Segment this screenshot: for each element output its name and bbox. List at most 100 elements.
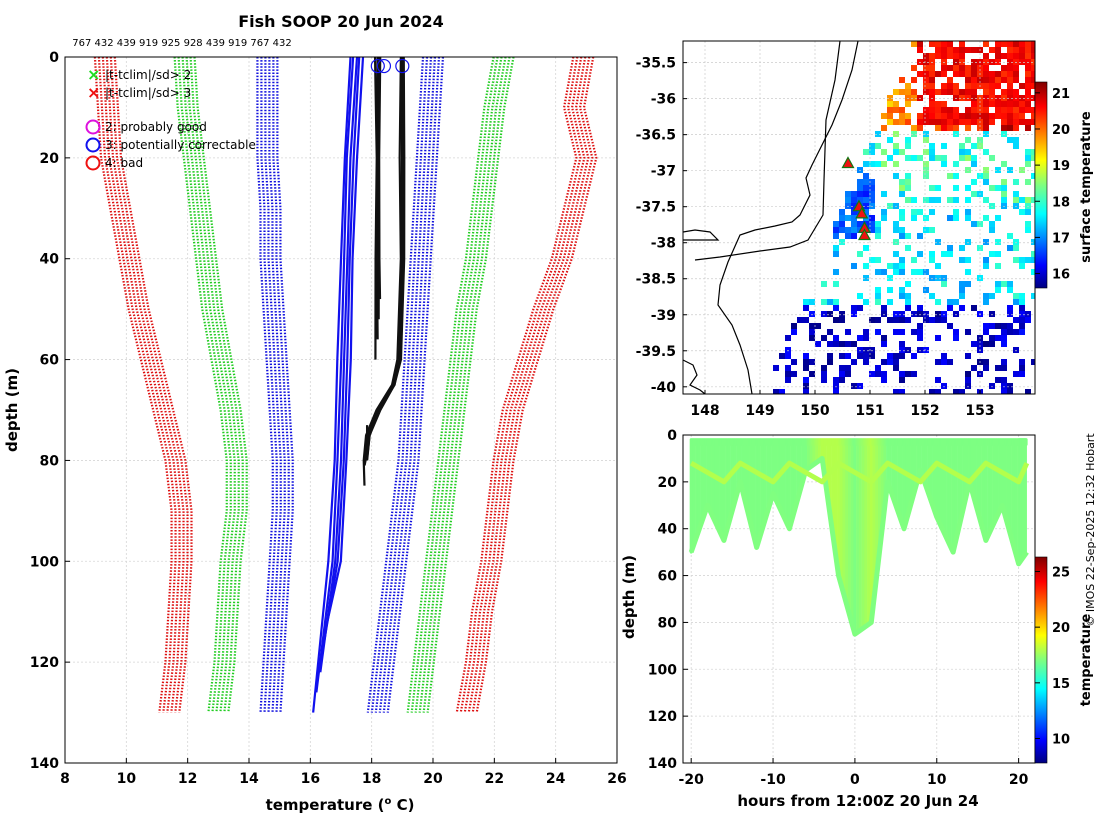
sst-cell: [995, 365, 1001, 371]
sst-cell: [947, 359, 953, 365]
sst-cell: [899, 317, 905, 323]
sst-cell: [1001, 323, 1007, 329]
sst-cell: [953, 311, 959, 317]
sst-cell: [977, 245, 983, 251]
time-depth-xtick-label: 10: [927, 772, 947, 788]
sst-cell: [839, 221, 845, 227]
map-xtick-label: 151: [855, 403, 884, 419]
sst-cell: [1001, 71, 1007, 77]
sst-cell: [893, 131, 899, 137]
sst-cell: [995, 377, 1001, 383]
sst-cell: [887, 101, 893, 107]
sst-cell: [887, 317, 893, 323]
sst-cell: [1019, 41, 1025, 47]
sst-cell: [923, 149, 929, 155]
profile-ytick-label: 100: [30, 554, 59, 570]
sst-cell: [893, 107, 899, 113]
sst-cell: [857, 179, 863, 185]
profile-ylabel: depth (m): [3, 368, 21, 452]
sst-cell: [971, 77, 977, 83]
profile-series-line: [455, 57, 578, 713]
sst-cell: [953, 59, 959, 65]
time-depth-panel: -20 -10 0 10 20 0 20 40 60 80 100 120 140 hours from…: [620, 428, 1094, 810]
sst-cell: [905, 281, 911, 287]
sst-cell: [905, 371, 911, 377]
sst-cell: [893, 317, 899, 323]
sst-cell: [821, 371, 827, 377]
sst-cell: [935, 41, 941, 47]
sst-cell: [971, 191, 977, 197]
sst-cell: [1007, 137, 1013, 143]
sst-cell: [899, 377, 905, 383]
profile-series-line: [260, 57, 278, 713]
map-ytick-label: -35.5: [636, 56, 676, 72]
sst-cell: [971, 161, 977, 167]
sst-cell: [803, 389, 809, 394]
sst-cell: [881, 113, 887, 119]
sst-cell: [965, 137, 971, 143]
sst-cell: [959, 59, 965, 65]
sst-cell: [923, 173, 929, 179]
profile-series-line: [177, 57, 232, 713]
profile-series-line: [189, 57, 244, 713]
sst-cell: [911, 209, 917, 215]
sst-cell: [857, 191, 863, 197]
sst-cell: [983, 197, 989, 203]
profile-series-line: [414, 57, 503, 713]
sst-cell: [833, 281, 839, 287]
sst-cell: [965, 65, 971, 71]
sst-cell: [947, 113, 953, 119]
sst-cell: [1025, 53, 1031, 59]
profile-xtick-label: 14: [239, 771, 259, 787]
sst-cell: [899, 233, 905, 239]
sst-cell: [1031, 239, 1035, 245]
sst-cell: [983, 71, 989, 77]
sst-cell: [1031, 59, 1035, 65]
sst-cell: [1019, 263, 1025, 269]
sst-cell: [941, 251, 947, 257]
sst-cell: [869, 197, 875, 203]
sst-cell: [827, 341, 833, 347]
sst-cell: [1019, 119, 1025, 125]
sst-cell: [881, 335, 887, 341]
sst-cell: [917, 233, 923, 239]
sst-cell: [863, 203, 869, 209]
sst-cell: [905, 173, 911, 179]
sst-cell: [1001, 389, 1007, 394]
sst-cell: [1013, 71, 1019, 77]
sst-cell: [845, 341, 851, 347]
profile-series-line: [386, 57, 445, 713]
sst-cell: [839, 377, 845, 383]
sst-cell: [935, 47, 941, 53]
sst-cell: [1019, 101, 1025, 107]
time-depth-track: [688, 438, 1030, 637]
sst-cell: [983, 41, 989, 47]
sst-cell: [953, 83, 959, 89]
sst-cell: [917, 335, 923, 341]
sst-cell: [971, 365, 977, 371]
coastline-west: [683, 229, 720, 241]
profile-series-line: [264, 57, 282, 713]
sst-cell: [887, 155, 893, 161]
sst-cell: [1007, 95, 1013, 101]
sst-cell: [857, 197, 863, 203]
sst-cell: [935, 311, 941, 317]
profile-series-line: [276, 57, 294, 713]
sst-cell: [821, 299, 827, 305]
qc-flag-circle: [395, 58, 410, 74]
sst-cell: [911, 65, 917, 71]
sst-cell: [905, 155, 911, 161]
sst-cell: [929, 197, 935, 203]
sst-cell: [899, 107, 905, 113]
sst-cell: [893, 311, 899, 317]
sst-cbar-tick-label: 16: [1052, 268, 1070, 283]
sst-cell: [953, 65, 959, 71]
sst-cell: [971, 305, 977, 311]
sst-cell: [971, 119, 977, 125]
sst-cell: [827, 299, 833, 305]
sst-cell: [845, 203, 851, 209]
profile-series-line: [375, 57, 379, 340]
sst-cell: [905, 179, 911, 185]
sst-cell: [833, 389, 839, 394]
sst-cell: [977, 173, 983, 179]
